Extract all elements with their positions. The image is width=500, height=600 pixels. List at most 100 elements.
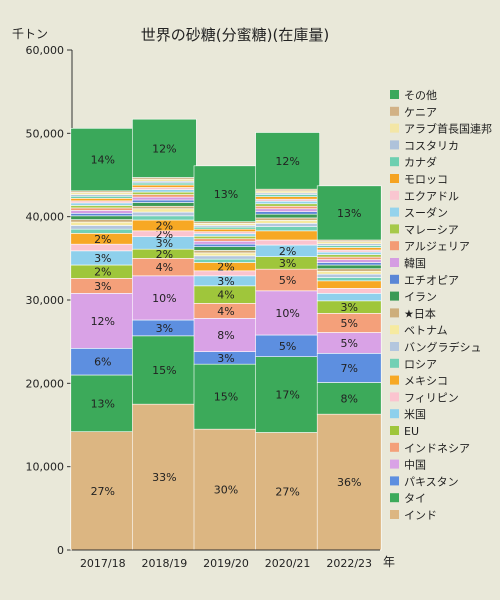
- legend-swatch: [390, 375, 399, 385]
- x-tick-label: 2019/20: [203, 557, 249, 570]
- bar-segment: [193, 223, 259, 226]
- bar-value-label: 13%: [214, 188, 238, 201]
- bar-segment: [132, 178, 197, 182]
- legend-swatch: [390, 459, 399, 469]
- legend-label: マレーシア: [404, 223, 459, 236]
- bar-value-label: 5%: [340, 337, 357, 350]
- bar-segment: [316, 270, 382, 275]
- x-tick-label: 2022/23: [326, 557, 372, 570]
- bar-segment: [255, 208, 320, 212]
- bar-value-label: 2%: [217, 261, 234, 274]
- y-tick-label: 20,000: [26, 377, 65, 390]
- bar-segment: [255, 196, 320, 200]
- bar-segment: [316, 249, 382, 253]
- legend-label: ロシア: [404, 358, 437, 371]
- bar-value-label: 12%: [152, 142, 176, 155]
- bar-segment: [255, 205, 320, 210]
- bar-segment: [132, 194, 197, 198]
- bar-segment: [193, 240, 259, 245]
- bar-segment: [132, 205, 197, 210]
- bar-value-label: 2%: [94, 266, 111, 279]
- bar-segment: [70, 225, 136, 230]
- bar-segment: [316, 268, 382, 272]
- legend-swatch: [390, 493, 399, 503]
- bar-segment: [132, 199, 197, 203]
- bar-segment: [70, 198, 136, 202]
- bar-segment: [316, 288, 382, 294]
- bar-segment: [70, 431, 136, 551]
- legend-label: エチオピア: [404, 274, 459, 287]
- bar-segment: [193, 238, 259, 242]
- bar-segment: [193, 243, 259, 247]
- legend-swatch: [390, 224, 399, 234]
- legend-label: エクアドル: [404, 190, 459, 203]
- legend-swatch: [390, 392, 399, 402]
- y-tick-label: 50,000: [26, 127, 65, 140]
- bar-value-label: 4%: [217, 305, 234, 318]
- bar-segment: [193, 233, 259, 237]
- bar-segment: [132, 118, 197, 178]
- bar-segment: [316, 254, 382, 258]
- bar-segment: [255, 290, 320, 336]
- legend-label: 韓国: [404, 257, 426, 270]
- bar-segment: [193, 255, 259, 260]
- bar-segment: [255, 190, 320, 194]
- bar-segment: [193, 363, 259, 430]
- legend-swatch: [390, 241, 399, 251]
- legend-label: バングラデシュ: [404, 340, 482, 354]
- legend-label: スーダン: [404, 206, 448, 220]
- legend-swatch: [390, 140, 399, 150]
- legend-swatch: [390, 476, 399, 486]
- bar-value-label: 3%: [94, 280, 111, 293]
- y-tick-label: 60,000: [26, 44, 65, 57]
- bar-value-label: 8%: [340, 392, 357, 405]
- bar-segment: [132, 182, 197, 186]
- bar-segment: [316, 251, 382, 255]
- legend-label: ケニア: [404, 106, 437, 119]
- legend-label: インド: [404, 509, 437, 522]
- bar-segment: [70, 348, 136, 376]
- bar-segment: [70, 210, 136, 214]
- bar-segment: [255, 200, 320, 205]
- legend: その他ケニアアラブ首長国連邦コスタリカカナダモロッコエクアドルスーダンマレーシア…: [390, 89, 492, 522]
- bar-segment: [70, 202, 136, 206]
- bar-segment: [193, 231, 259, 235]
- bar-segment: [70, 221, 136, 226]
- bar-segment: [316, 280, 382, 289]
- bar-segment: [132, 208, 197, 213]
- legend-swatch: [390, 157, 399, 167]
- bar-value-label: 5%: [340, 317, 357, 330]
- bar-value-label: 3%: [340, 301, 357, 314]
- y-axis-label: 千トン: [12, 27, 48, 41]
- bar-value-label: 10%: [152, 292, 176, 305]
- legend-swatch: [390, 123, 399, 133]
- bar-value-label: 7%: [340, 362, 357, 375]
- bar-segment: [316, 245, 382, 248]
- bar-value-label: 12%: [275, 155, 299, 168]
- legend-swatch: [390, 258, 399, 267]
- bar-value-label: 4%: [156, 261, 173, 274]
- legend-swatch: [390, 207, 399, 217]
- legend-swatch: [390, 308, 399, 318]
- legend-swatch: [390, 190, 399, 200]
- bar-value-label: 15%: [152, 364, 176, 377]
- legend-swatch: [390, 274, 399, 284]
- bar-segment: [70, 215, 136, 220]
- bar-segment: [255, 220, 320, 224]
- y-tick-label: 30,000: [26, 294, 65, 307]
- bar-value-label: 5%: [279, 340, 296, 353]
- legend-label: その他: [404, 89, 437, 102]
- legend-label: コスタリカ: [404, 139, 459, 152]
- bar-segment: [316, 264, 382, 270]
- legend-swatch: [390, 426, 399, 435]
- bar-value-label: 3%: [156, 322, 173, 335]
- legend-swatch: [390, 409, 399, 419]
- legend-label: イラン: [404, 291, 437, 304]
- legend-label: 中国: [404, 459, 426, 472]
- bar-value-label: 15%: [214, 391, 238, 404]
- bar-segment: [255, 132, 320, 190]
- bar-segment: [316, 241, 382, 245]
- legend-swatch: [390, 442, 399, 452]
- bar-segment: [70, 293, 136, 349]
